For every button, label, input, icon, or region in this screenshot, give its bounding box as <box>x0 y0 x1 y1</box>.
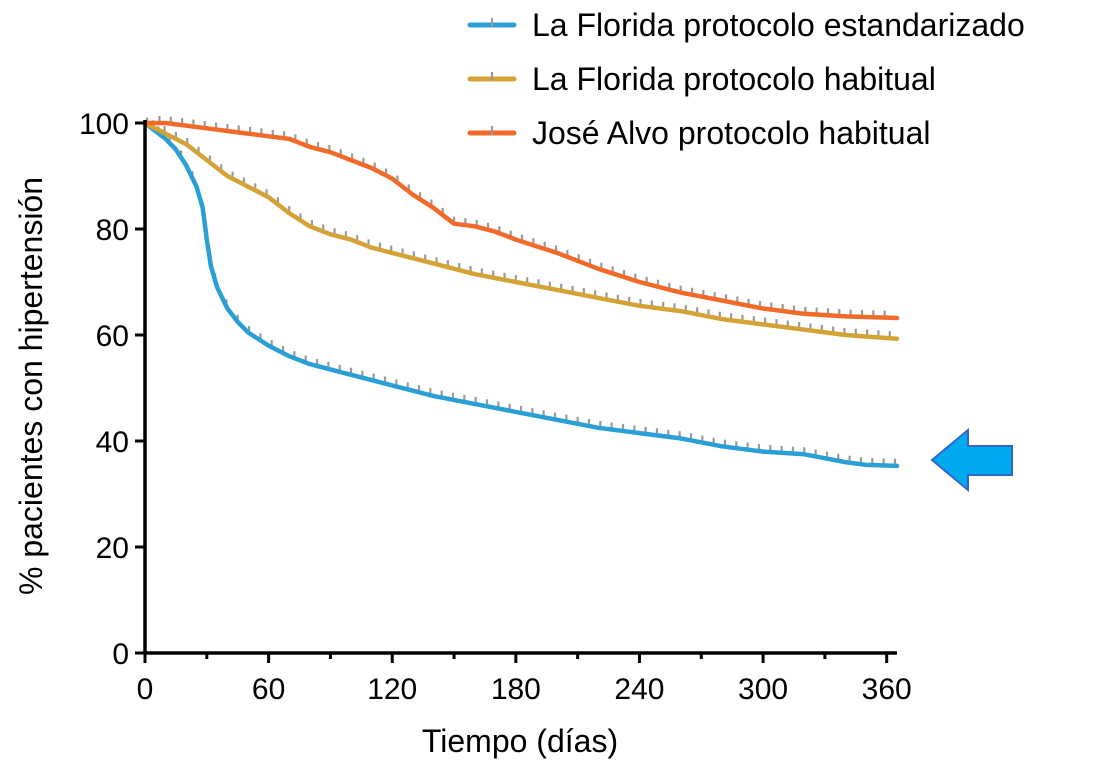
legend-label: La Florida protocolo habitual <box>532 61 936 97</box>
y-tick-label: 60 <box>96 320 129 353</box>
legend-label: José Alvo protocolo habitual <box>532 115 930 151</box>
y-tick-label: 80 <box>96 214 129 247</box>
series-line <box>142 120 900 321</box>
legend: La Florida protocolo estandarizado La Flo… <box>467 7 1025 151</box>
x-tick-label: 360 <box>862 673 912 706</box>
x-axis-label: Tiempo (días) <box>422 723 618 759</box>
y-tick-label: 20 <box>96 532 129 565</box>
pointer-arrow-icon <box>930 427 1013 493</box>
legend-label: La Florida protocolo estandarizado <box>532 7 1025 43</box>
y-ticks: 0 20 40 60 80 100 <box>79 108 145 671</box>
x-tick-label: 0 <box>137 673 154 706</box>
axes <box>143 120 897 655</box>
series-layer <box>142 120 900 469</box>
y-axis-label: % pacientes con hipertensión <box>13 177 49 595</box>
y-tick-label: 40 <box>96 426 129 459</box>
series-line <box>142 120 900 469</box>
x-tick-label: 240 <box>614 673 664 706</box>
x-tick-label: 120 <box>367 673 417 706</box>
x-tick-label: 60 <box>252 673 285 706</box>
x-tick-label: 300 <box>738 673 788 706</box>
y-tick-label: 0 <box>112 638 129 671</box>
x-tick-label: 180 <box>491 673 541 706</box>
y-tick-label: 100 <box>79 108 129 141</box>
series-line <box>142 120 900 341</box>
x-ticks: 0 60 120 180 240 300 360 <box>137 653 912 706</box>
